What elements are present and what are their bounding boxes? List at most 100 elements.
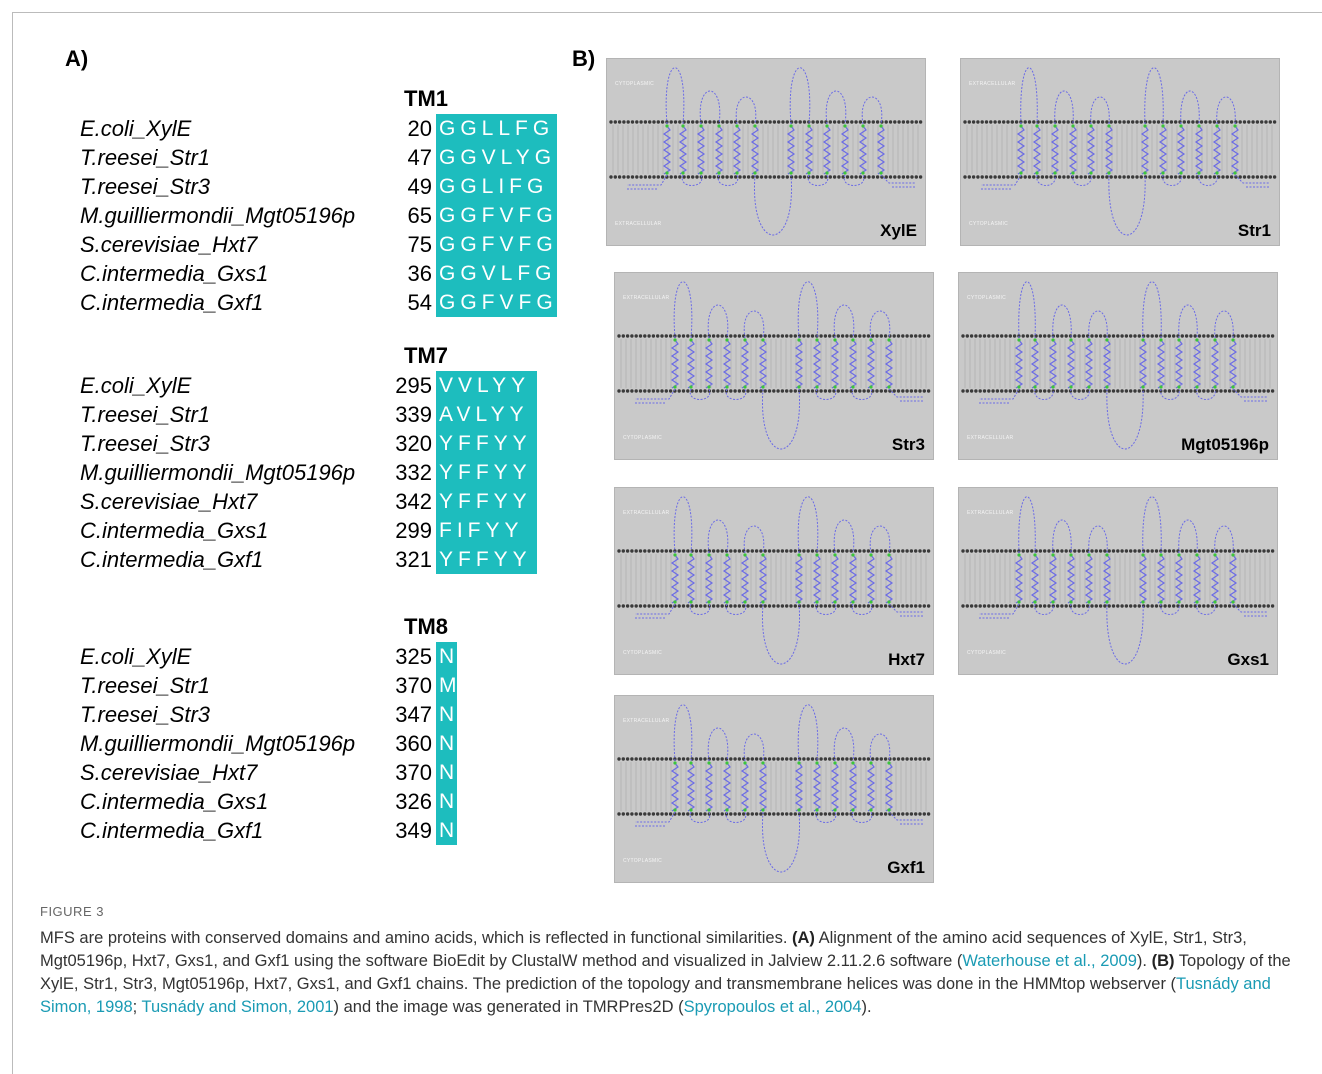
topology-name: Str1 [1237, 221, 1271, 240]
loop [761, 811, 801, 873]
citation-link[interactable]: Waterhouse et al., 2009 [962, 952, 1137, 970]
helix [740, 762, 750, 812]
sequence-name: E.coli_XylE [80, 373, 192, 398]
sequence-name: S.cerevisiae_Hxt7 [80, 760, 258, 785]
loop [1036, 174, 1056, 186]
loop [1052, 519, 1072, 554]
start-position: 36 [407, 261, 432, 286]
panel-label: B) [572, 46, 596, 71]
helix-end [673, 808, 677, 812]
helix [1084, 339, 1094, 389]
caption-text: ; [132, 998, 142, 1016]
helix [830, 554, 840, 604]
residues: N [436, 729, 457, 758]
helix-end [851, 808, 855, 812]
side-label: CYTOPLASMIC [623, 435, 663, 441]
helix-end [1087, 338, 1091, 342]
loop [1088, 525, 1108, 554]
helix-end [1033, 600, 1037, 604]
helix-end [1019, 171, 1023, 175]
helix-end [1159, 600, 1163, 604]
citation-link[interactable]: Tusnády and Simon, 2001 [141, 998, 334, 1016]
helix-end [743, 338, 747, 342]
citation-link[interactable]: Tusnády and Simon, 1998 [40, 975, 1271, 1016]
helix [1016, 125, 1026, 175]
helix-end [689, 761, 693, 765]
helix-end [761, 553, 765, 557]
sequence-name: S.cerevisiae_Hxt7 [80, 489, 258, 514]
loop [735, 96, 757, 125]
citation-link[interactable]: Spyropoulos et al., 2004 [683, 998, 862, 1016]
terminus [880, 174, 915, 188]
loop [1160, 388, 1180, 400]
helix-end [699, 171, 703, 175]
helix [1194, 125, 1204, 175]
helix [1014, 339, 1024, 389]
helix-end [1231, 385, 1235, 389]
helix [1138, 554, 1148, 604]
loop [1142, 281, 1162, 339]
loop [833, 304, 855, 339]
helix-end [1017, 338, 1021, 342]
loop [833, 519, 855, 554]
helix [1140, 125, 1150, 175]
helix [722, 554, 732, 604]
loop [1070, 603, 1090, 615]
start-position: 295 [395, 373, 432, 398]
helix [1158, 125, 1168, 175]
side-label: EXTRACELLULAR [969, 81, 1016, 87]
helix-end [833, 338, 837, 342]
loop [1070, 388, 1090, 400]
helix-end [717, 171, 721, 175]
loop [753, 174, 793, 236]
helix [1174, 339, 1184, 389]
loop [707, 519, 729, 554]
start-position: 347 [395, 702, 432, 727]
residues: GGLIFG [436, 172, 557, 201]
loop [1106, 603, 1144, 665]
helix-end [869, 808, 873, 812]
loop [1090, 96, 1110, 125]
sequence-name: S.cerevisiae_Hxt7 [80, 232, 258, 257]
helix-end [673, 385, 677, 389]
helix-end [735, 124, 739, 128]
helix [830, 762, 840, 812]
helix [866, 339, 876, 389]
residues: FIFYY [436, 516, 537, 545]
terminus [627, 174, 668, 190]
residues: N [436, 787, 457, 816]
helix-end [1233, 124, 1237, 128]
helix-end [761, 808, 765, 812]
residues: GGVLYG [436, 143, 557, 172]
residues: YFFYY [436, 458, 537, 487]
side-label: EXTRACELLULAR [623, 510, 670, 516]
helix [704, 762, 714, 812]
helix-end [869, 385, 873, 389]
helix-end [861, 124, 865, 128]
helix [670, 554, 680, 604]
residues: N [436, 758, 457, 787]
loop [743, 525, 765, 554]
loop [1162, 174, 1182, 186]
start-position: 370 [395, 760, 432, 785]
helix [670, 339, 680, 389]
loop [673, 281, 693, 339]
terminus [1232, 603, 1267, 617]
helix-end [869, 600, 873, 604]
helix-end [1033, 385, 1037, 389]
residues: GGLLFG [436, 114, 557, 143]
helix-end [1231, 553, 1235, 557]
residues: N [436, 816, 457, 845]
helix-end [689, 553, 693, 557]
helix-end [797, 808, 801, 812]
sequence-name: M.guilliermondii_Mgt05196p [80, 731, 356, 756]
helix [858, 125, 868, 175]
loop [825, 90, 847, 125]
sequence-name: E.coli_XylE [80, 116, 192, 141]
helix-end [1213, 385, 1217, 389]
helix-end [1141, 600, 1145, 604]
helix-end [887, 761, 891, 765]
terminus [888, 603, 923, 617]
helix-end [1087, 600, 1091, 604]
helix-end [1017, 553, 1021, 557]
